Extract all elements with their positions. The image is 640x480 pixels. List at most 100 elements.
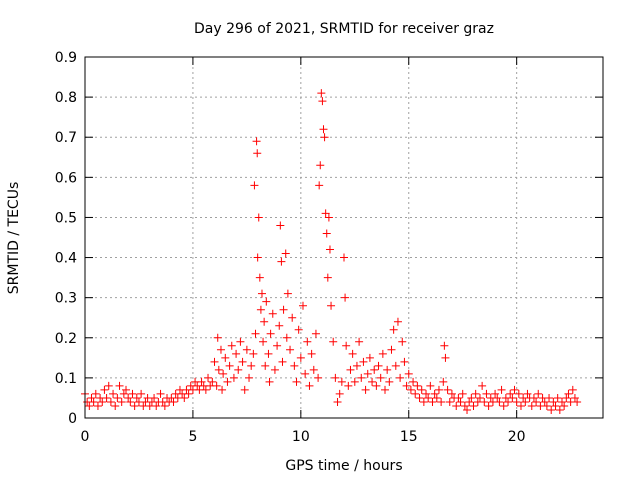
data-point <box>319 125 328 134</box>
y-tick-label: 0.8 <box>55 90 77 106</box>
data-point <box>370 365 379 374</box>
data-point <box>553 393 562 402</box>
data-point <box>335 389 344 398</box>
x-tick-label: 0 <box>81 429 90 445</box>
data-point <box>208 377 217 386</box>
data-point <box>398 337 407 346</box>
data-point <box>106 397 115 406</box>
y-tick-label: 0.4 <box>55 251 77 267</box>
data-point <box>311 329 320 338</box>
data-point <box>210 357 219 366</box>
data-point <box>340 253 348 262</box>
data-point <box>434 385 443 394</box>
data-point <box>212 381 221 390</box>
data-point <box>85 401 94 410</box>
data-point <box>89 397 98 406</box>
data-point <box>542 401 551 410</box>
grid-lines <box>85 57 603 418</box>
x-axis-label: GPS time / hours <box>285 458 402 474</box>
y-tick-label: 0.6 <box>55 170 77 186</box>
data-point <box>348 349 357 358</box>
data-point <box>250 181 259 190</box>
data-point <box>504 397 513 406</box>
data-point <box>301 369 310 378</box>
data-point <box>400 357 409 366</box>
data-point <box>268 309 277 318</box>
data-point <box>254 213 263 222</box>
data-point <box>376 373 385 382</box>
data-point <box>495 397 504 406</box>
data-point <box>564 389 573 398</box>
data-point <box>452 401 461 410</box>
data-point <box>480 397 489 406</box>
data-point <box>242 345 251 354</box>
data-point <box>261 361 270 370</box>
data-point <box>432 393 441 402</box>
data-point <box>573 397 582 406</box>
data-point <box>214 365 223 374</box>
y-tick-label: 0.2 <box>55 331 77 347</box>
data-point <box>223 377 232 386</box>
data-point <box>325 245 334 254</box>
data-point <box>240 385 249 394</box>
data-point <box>465 397 474 406</box>
y-axis-label: SRMTID / TECUs <box>6 182 22 295</box>
data-point <box>458 389 467 398</box>
data-point <box>439 377 448 386</box>
data-point <box>419 397 428 406</box>
data-point <box>255 273 264 282</box>
data-point <box>113 393 122 402</box>
data-point <box>463 405 472 414</box>
data-point <box>305 381 314 390</box>
data-point <box>557 397 566 406</box>
data-point <box>368 377 377 386</box>
chart-title: Day 296 of 2021, SRMTID for receiver gra… <box>194 21 494 37</box>
data-point <box>213 333 222 342</box>
data-point <box>315 181 324 190</box>
data-point <box>281 249 290 258</box>
data-point <box>221 353 230 362</box>
data-point <box>460 401 469 410</box>
data-point <box>150 393 159 402</box>
data-point <box>282 333 291 342</box>
data-point <box>296 353 305 362</box>
data-point <box>87 393 96 402</box>
data-point <box>352 361 361 370</box>
data-point <box>321 209 330 218</box>
data-point <box>555 405 564 414</box>
data-point <box>333 397 342 406</box>
data-point <box>276 221 285 230</box>
data-point <box>562 393 571 402</box>
data-point <box>277 257 286 266</box>
data-point <box>100 385 109 394</box>
data-point <box>545 393 554 402</box>
data-point <box>389 325 398 334</box>
data-point <box>236 337 245 346</box>
x-tick-label: 15 <box>400 429 418 445</box>
data-point <box>344 381 353 390</box>
data-point <box>381 385 390 394</box>
data-point <box>266 329 275 338</box>
data-point <box>218 385 227 394</box>
data-point <box>341 293 350 302</box>
data-point <box>521 397 530 406</box>
data-point <box>404 369 413 378</box>
data-point <box>430 389 439 398</box>
data-point <box>440 341 449 350</box>
data-point <box>469 401 478 410</box>
data-point <box>292 377 301 386</box>
data-point <box>104 381 113 390</box>
data-point <box>372 381 381 390</box>
data-point <box>437 397 446 406</box>
data-point <box>523 389 532 398</box>
data-point <box>303 337 312 346</box>
data-point <box>482 389 491 398</box>
data-point <box>318 97 327 106</box>
data-point <box>549 397 558 406</box>
y-tick-label: 0.1 <box>55 371 77 387</box>
data-point <box>115 381 124 390</box>
data-point <box>365 353 374 362</box>
data-point <box>132 393 141 402</box>
data-point <box>424 393 433 402</box>
data-point <box>180 393 189 402</box>
